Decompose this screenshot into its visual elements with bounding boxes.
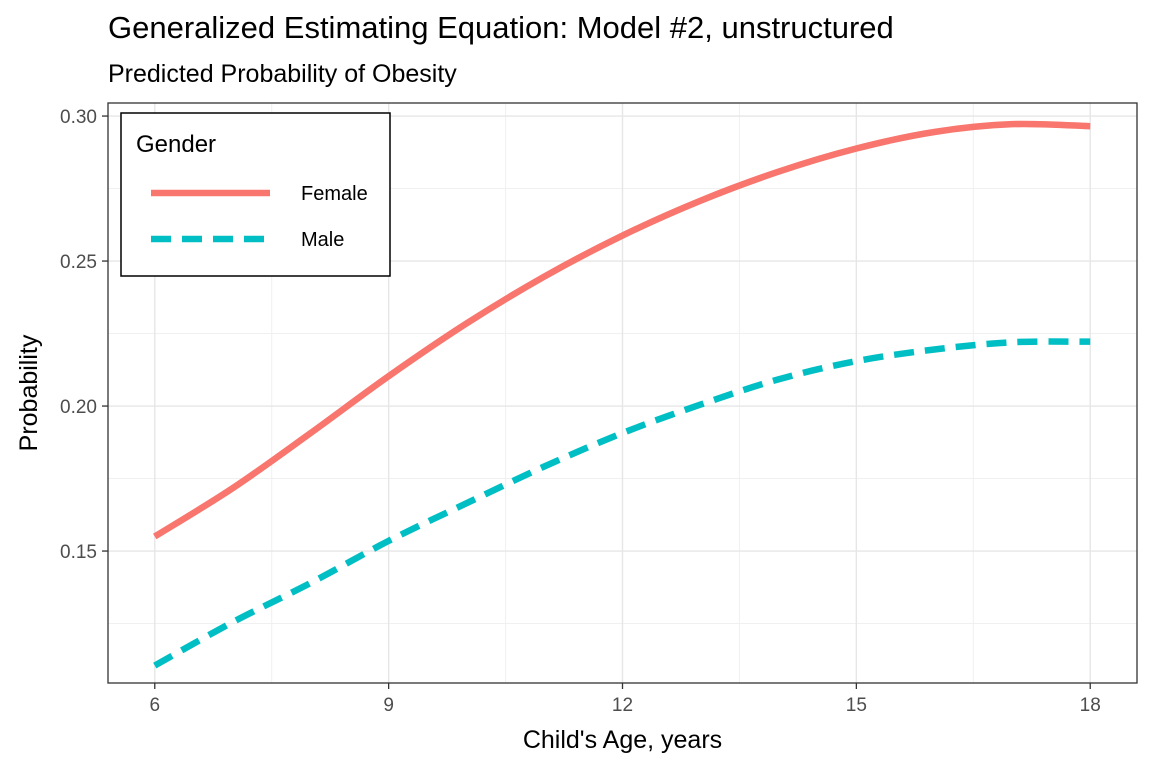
x-axis-title: Child's Age, years	[523, 726, 722, 754]
x-tick-label: 6	[149, 695, 160, 716]
y-tick-label: 0.15	[60, 542, 97, 563]
series-layer	[153, 120, 1091, 669]
legend: Gender Female Male	[120, 112, 391, 277]
x-tick-label: 9	[383, 695, 394, 716]
y-axis-title: Probability	[15, 334, 43, 451]
legend-label-male: Male	[301, 229, 344, 251]
y-tick-label: 0.30	[60, 107, 97, 128]
y-axis: 0.15 0.20 0.25 0.30	[60, 107, 108, 563]
x-tick-label: 18	[1080, 695, 1101, 716]
legend-label-female: Female	[301, 183, 368, 205]
x-tick-label: 15	[846, 695, 867, 716]
legend-title: Gender	[136, 131, 216, 158]
chart-title: Generalized Estimating Equation: Model #…	[108, 10, 894, 45]
chart-subtitle: Predicted Probability of Obesity	[108, 60, 457, 88]
x-axis: 6 9 12 15 18	[149, 683, 1101, 716]
y-tick-label: 0.25	[60, 252, 97, 273]
series-line-male	[153, 338, 1091, 669]
y-tick-label: 0.20	[60, 397, 97, 418]
x-tick-label: 12	[612, 695, 633, 716]
series-line-female	[153, 120, 1091, 540]
